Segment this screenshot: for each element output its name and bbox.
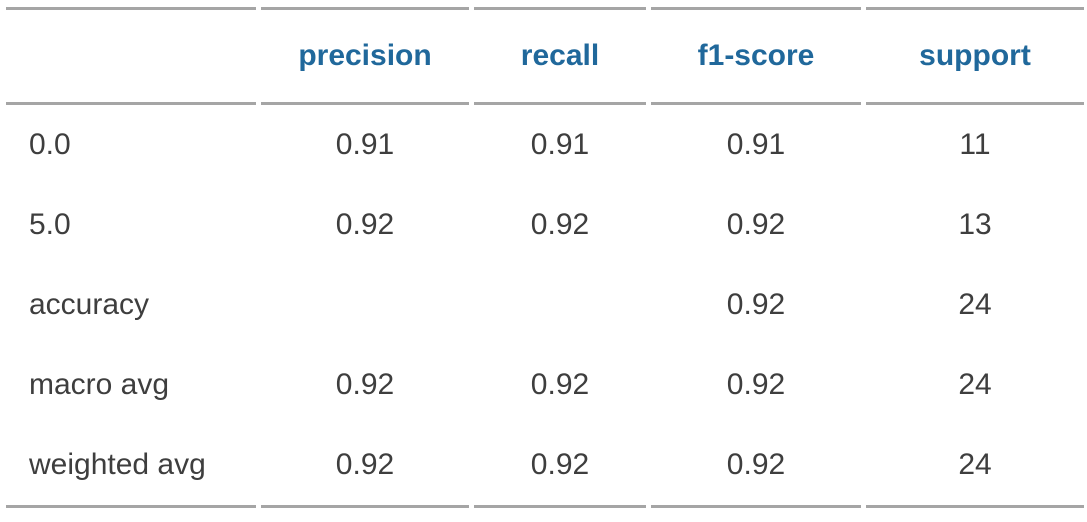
cell-f1-score: 0.92 [651,425,861,508]
cell-f1-score: 0.92 [726,208,786,241]
column-header-support: support [866,7,1084,105]
table-row-macro-avg: macro avg 0.92 0.92 0.92 24 [6,345,1084,425]
table-row-accuracy: accuracy 0.92 24 [6,265,1084,345]
row-label: 5.0 [29,208,71,241]
row-label: weighted avg [6,425,256,508]
row-label: macro avg [29,368,170,401]
classification-report-table: precision recall f1-score support 0.0 0.… [1,7,1087,508]
cell-recall: 0.92 [530,208,590,241]
cell-support: 24 [958,368,992,401]
row-label: accuracy [29,288,150,321]
cell-precision: 0.92 [335,368,395,401]
column-header-blank [6,7,256,105]
cell-precision: 0.92 [335,208,395,241]
column-header-precision: precision [261,7,469,105]
table-row-weighted-avg: weighted avg 0.92 0.92 0.92 24 [6,425,1084,508]
column-header-f1-score: f1-score [651,7,861,105]
cell-support: 13 [958,208,992,241]
cell-f1-score: 0.91 [726,128,786,161]
row-label: 0.0 [29,128,71,161]
header-row: precision recall f1-score support [6,7,1084,105]
cell-recall: 0.91 [530,128,590,161]
cell-support: 24 [866,425,1084,508]
cell-support: 24 [958,288,992,321]
cell-recall: 0.92 [530,368,590,401]
cell-f1-score: 0.92 [726,368,786,401]
column-header-recall: recall [474,7,646,105]
cell-precision [261,265,469,345]
table-row-class-0: 0.0 0.91 0.91 0.91 11 [6,105,1084,185]
cell-support: 11 [959,128,991,161]
cell-recall: 0.92 [474,425,646,508]
cell-recall [474,265,646,345]
table-row-class-5: 5.0 0.92 0.92 0.92 13 [6,185,1084,265]
cell-precision: 0.91 [335,128,395,161]
cell-precision: 0.92 [261,425,469,508]
cell-f1-score: 0.92 [726,288,786,321]
